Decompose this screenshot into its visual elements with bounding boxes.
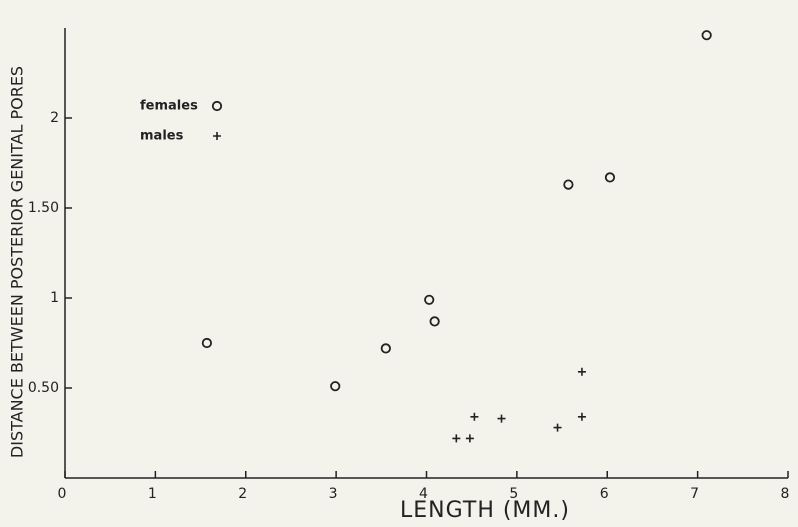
- point: [577, 367, 586, 376]
- point: [470, 412, 479, 421]
- x-tick-label: 1: [148, 486, 157, 502]
- point: [429, 316, 440, 327]
- x-tick-label: 0: [58, 486, 67, 502]
- point: [465, 434, 474, 443]
- y-tick-label: 0.50: [28, 380, 59, 396]
- point: [577, 412, 586, 421]
- legend-marker: [213, 132, 221, 140]
- y-tick-label: 2: [50, 110, 59, 126]
- y-tick-label: 1.50: [28, 200, 59, 216]
- y-axis-label: DISTANCE BETWEEN POSTERIOR GENITAL PORES: [8, 66, 27, 458]
- point: [380, 343, 391, 354]
- point: [201, 337, 212, 349]
- point: [497, 414, 506, 423]
- point: [701, 30, 712, 41]
- point: [452, 434, 461, 443]
- x-tick-label: 7: [690, 486, 699, 502]
- y-tick-label: 1: [50, 290, 59, 306]
- x-axis-label: LENGTH (MM.): [400, 498, 570, 523]
- x-tick-label: 5: [509, 486, 518, 502]
- point: [330, 381, 341, 392]
- x-tick-label: 3: [329, 486, 338, 502]
- x-tick-label: 4: [419, 486, 428, 502]
- point: [563, 179, 574, 190]
- point: [553, 423, 562, 432]
- x-tick-label: 2: [238, 486, 247, 502]
- x-tick-label: 8: [781, 486, 790, 502]
- legend-marker: [211, 100, 223, 112]
- point: [604, 172, 616, 183]
- point: [424, 294, 435, 305]
- legend-label: males: [140, 129, 184, 144]
- legend-label: females: [140, 99, 198, 114]
- x-tick-label: 6: [600, 486, 609, 502]
